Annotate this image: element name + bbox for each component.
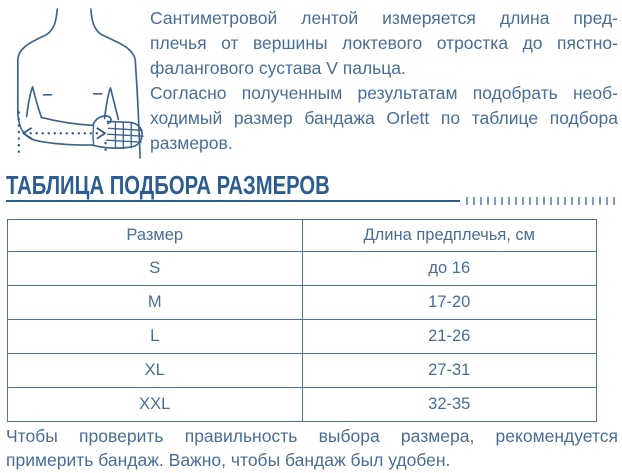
left-armpit-line [25, 86, 43, 119]
decorative-ticks [466, 196, 618, 205]
right-armpit-line [103, 87, 120, 121]
torso-left-outline [16, 8, 93, 146]
knuckle-grid [105, 121, 144, 150]
size-column-header: Размер [7, 219, 303, 252]
length-cell: до 16 [301, 251, 597, 286]
length-cell: 17-20 [301, 285, 597, 320]
intro-line: Согласно полученным результатам подобрат… [150, 83, 618, 103]
intro-line: ходимый размер бандажа Orlett по таблице… [150, 108, 618, 128]
length-column-header: Длина предплечья, см [301, 219, 597, 252]
table-row: L 21-26 [7, 319, 597, 354]
table-header-row: Размер Длина предплечья, см [7, 219, 597, 252]
footer-text: Чтобы проверить правильность выбора разм… [6, 424, 618, 472]
forearm-top-line [40, 116, 93, 127]
table-row: XL 27-31 [7, 353, 597, 388]
intro-line: плечья от вершины локтевого отростка до … [150, 33, 618, 53]
size-table: Размер Длина предплечья, см S до 16 M 17… [7, 219, 597, 422]
size-cell: L [7, 319, 303, 354]
measurement-arrow [17, 111, 107, 157]
footer-line: примерить бандаж. Важно, чтобы бандаж бы… [6, 450, 451, 470]
length-cell: 27-31 [301, 353, 597, 388]
forearm-measurement-diagram [16, 8, 144, 159]
size-cell: M [7, 285, 303, 320]
section-title: ТАБЛИЦА ПОДБОРА РАЗМЕРОВ [6, 170, 330, 200]
footer-line: Чтобы проверить правильность выбора разм… [6, 426, 618, 446]
size-cell: S [7, 251, 303, 286]
title-rule [6, 199, 460, 202]
table-row: S до 16 [7, 251, 597, 286]
length-cell: 21-26 [301, 319, 597, 354]
intro-text: Сантиметровой лентой измеряется длина пр… [150, 6, 618, 156]
length-cell: 32-35 [301, 387, 597, 422]
torso-right-outline [89, 8, 141, 159]
intro-line: Сантиметровой лентой измеряется длина пр… [150, 8, 618, 28]
size-cell: XL [7, 353, 303, 388]
intro-line: размеров. [150, 133, 233, 153]
table-row: M 17-20 [7, 285, 597, 320]
size-cell: XXL [7, 387, 303, 422]
title-rule-row [6, 196, 618, 205]
intro-line: фалангового сустава V пальца. [150, 58, 406, 78]
table-row: XXL 32-35 [7, 387, 597, 422]
wrist-line [92, 124, 95, 146]
